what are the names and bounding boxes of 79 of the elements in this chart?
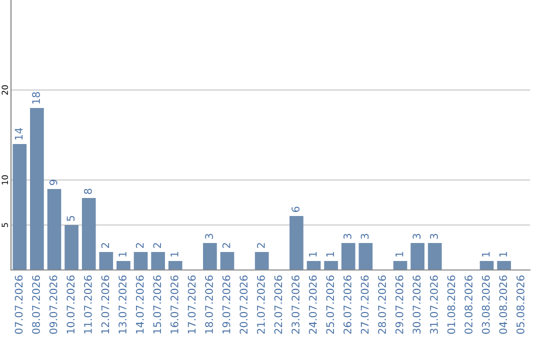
x-tick-label: 02.08.2026	[464, 276, 472, 334]
bar	[99, 252, 114, 270]
bar	[30, 108, 44, 270]
data-label: 1	[396, 252, 404, 257]
bar	[306, 261, 321, 270]
bar	[151, 252, 165, 270]
data-label: 6	[292, 206, 300, 212]
data-label: 1	[482, 252, 490, 257]
data-label: 2	[256, 243, 265, 248]
x-tick-label: 17.07.2026	[188, 276, 196, 334]
bar	[64, 225, 78, 270]
bar	[82, 198, 96, 270]
bar	[480, 261, 494, 270]
x-tick-label: 29.07.2026	[395, 276, 404, 334]
data-label: 1	[170, 252, 178, 257]
x-tick-label: 12.07.2026	[101, 276, 110, 334]
x-tick-label: 25.07.2026	[326, 276, 334, 334]
data-label: 1	[118, 252, 126, 257]
x-tick-label: 21.07.2026	[256, 276, 265, 334]
bar	[116, 261, 130, 270]
bar	[168, 261, 182, 270]
x-tick-label: 09.07.2026	[49, 276, 58, 334]
data-label: 3	[412, 234, 421, 239]
bar	[497, 261, 511, 270]
bar	[220, 252, 234, 270]
bar	[12, 144, 27, 270]
data-label: 2	[101, 243, 110, 248]
x-tick-label: 11.07.2026	[84, 276, 92, 334]
x-tick-label: 03.08.2026	[482, 276, 490, 334]
x-tick-label: 28.07.2026	[378, 276, 386, 334]
data-label: 8	[84, 188, 92, 194]
bar	[358, 243, 373, 270]
x-tick-label: 05.08.2026	[516, 276, 524, 334]
y-tick-label: 20	[2, 85, 8, 95]
bar	[341, 243, 356, 270]
x-tick-label: 15.07.2026	[153, 276, 162, 334]
bar	[428, 243, 442, 270]
x-tick-label: 10.07.2026	[66, 276, 75, 334]
data-label: 2	[153, 243, 161, 248]
bar	[254, 252, 269, 270]
data-label: 2	[136, 243, 144, 248]
data-label: 3	[343, 234, 352, 239]
x-tick-label: 04.08.2026	[499, 276, 508, 334]
x-tick-label: 30.07.2026	[412, 276, 421, 334]
y-tick-label: 5	[2, 223, 8, 228]
bar	[290, 216, 304, 270]
bar	[324, 261, 338, 270]
x-tick-label: 16.07.2026	[170, 276, 178, 334]
bar	[134, 252, 148, 270]
bar	[47, 189, 62, 270]
x-tick-label: 31.07.2026	[430, 276, 438, 334]
x-tick-label: 01.08.2026	[447, 276, 456, 334]
x-tick-label: 13.07.2026	[118, 276, 126, 334]
x-tick-label: 22.07.2026	[274, 276, 282, 334]
data-label: 5	[66, 216, 75, 221]
data-label: 18	[32, 92, 40, 104]
data-label: 1	[326, 252, 334, 257]
bar	[410, 243, 424, 270]
data-label: 3	[430, 234, 438, 239]
bar	[393, 261, 408, 270]
x-tick-label: 14.07.2026	[136, 276, 144, 334]
x-tick-label: 08.07.2026	[32, 276, 40, 334]
data-label: 14	[14, 128, 23, 140]
data-label: 3	[205, 234, 213, 239]
data-label: 1	[499, 252, 507, 257]
bar	[203, 243, 217, 270]
x-tick-label: 26.07.2026	[343, 276, 352, 334]
x-tick-label: 20.07.2026	[240, 276, 248, 334]
data-label: 2	[222, 243, 230, 248]
y-tick-label: 10	[2, 175, 8, 184]
x-tick-label: 24.07.2026	[308, 276, 317, 334]
data-label: 1	[309, 252, 317, 257]
x-tick-label: 23.07.2026	[292, 276, 300, 334]
x-tick-label: 18.07.2026	[205, 276, 213, 334]
x-tick-label: 27.07.2026	[360, 276, 369, 334]
data-label: 3	[360, 234, 369, 239]
x-tick-label: 19.07.2026	[222, 276, 230, 334]
data-label: 9	[49, 180, 58, 186]
x-tick-label: 07.07.2026	[14, 276, 23, 334]
